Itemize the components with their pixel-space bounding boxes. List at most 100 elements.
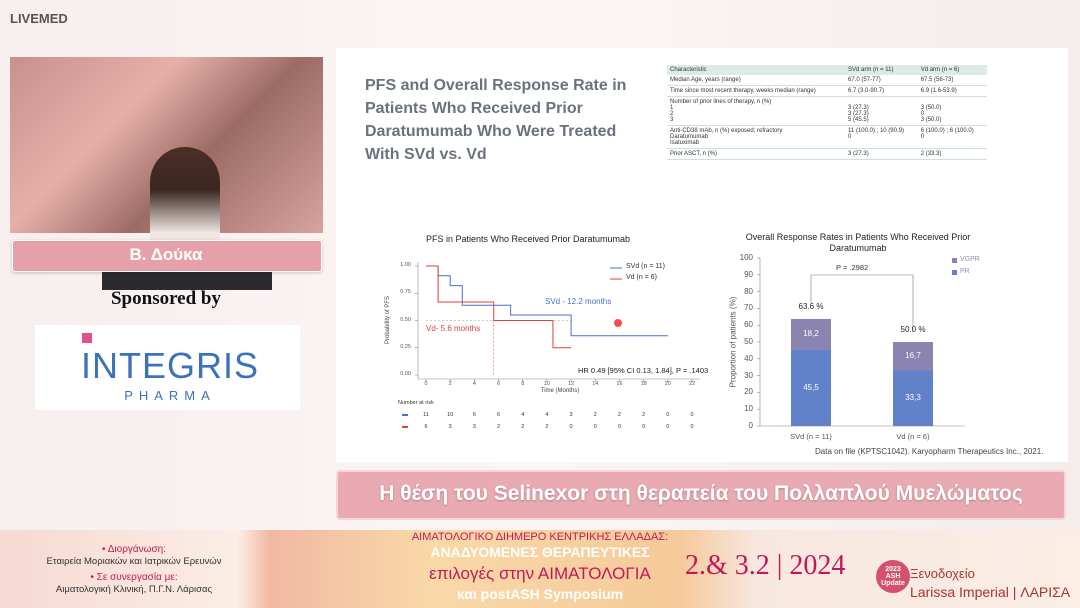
table-cell: 2 (33.3) [917, 148, 987, 160]
x-tick-label: Vd (n = 6) [896, 432, 930, 441]
total-label: 50.0 % [900, 325, 926, 334]
km-curve [426, 265, 572, 349]
y-tick-label: 0.50 [400, 316, 411, 323]
y-tick-label: 60 [744, 320, 753, 330]
podium [102, 270, 272, 290]
table-cell: 6.9 (1.6-53.9) [917, 85, 987, 97]
orr-y-label: Proportion of patients (%) [728, 296, 738, 388]
bar-label: 16,7 [905, 351, 921, 361]
y-tick-label: 100 [739, 253, 753, 262]
event-title: ΑΝΑΔΥΟΜΕΝΕΣ ΘΕΡΑΠΕΥΤΙΚΕΣ [430, 544, 650, 560]
footer-text: Εταιρεία Μοριακών και Ιατρικών Ερευνών [46, 556, 222, 567]
table-row: Anti-CD38 mAb, n (%) exposed; refractory… [667, 125, 987, 149]
legend-label: VGPR [960, 256, 980, 263]
legend-swatch [952, 258, 957, 263]
table-row: Number of prior lines of therapy, n (%) … [667, 96, 987, 126]
table-cell: Median Age, years (range) [667, 75, 846, 86]
x-tick-label: 18 [640, 381, 647, 387]
logo: LIVEMED [10, 11, 68, 26]
at-risk: 0 [666, 412, 670, 418]
table-cell: 6 (100.0) ; 6 (100.0) 0 [917, 125, 987, 149]
km-x-label: Time (Months) [540, 388, 580, 394]
characteristics-table: Characteristic SVd arm (n = 11) Vd arm (n … [667, 65, 987, 160]
bar-segment [791, 318, 831, 350]
y-tick-label: 70 [744, 303, 753, 313]
y-tick-label: 10 [744, 404, 753, 414]
at-risk: 2 [545, 424, 549, 430]
table-cell: Time since most recent therapy, weeks me… [667, 85, 846, 97]
sponsor-logo [35, 325, 300, 410]
table-cell: 67.5 (56-73) [917, 75, 987, 86]
table-header: Vd arm (n = 6) [917, 65, 987, 75]
km-title: PFS in Patients Who Received Prior Darat… [425, 234, 631, 244]
annotation: Vd- 5.6 months [426, 324, 481, 333]
footer-text: Αιματολογική Κλινική, Π.Γ.Ν. Λάρισας [55, 584, 213, 595]
at-risk: 0 [569, 424, 573, 430]
y-tick-label: 90 [744, 269, 753, 279]
table-header: Characteristic [667, 65, 846, 75]
table-cell: 67.0 (57-77) [845, 75, 918, 86]
table-cell: Number of prior lines of therapy, n (%) … [667, 96, 846, 126]
x-tick-label: 2 [448, 381, 452, 387]
bar-segment [893, 370, 933, 426]
at-risk: 6 [424, 424, 428, 430]
venue: Larissa Imperial | ΛΑΡΙΣΑ [910, 584, 1071, 600]
at-risk: 11 [423, 412, 429, 418]
annotation: HR 0.49 [95% CI 0.13, 1.84], P = .1403 [578, 366, 709, 375]
y-tick-label: 0 [748, 421, 753, 430]
at-risk: 3 [472, 424, 476, 430]
legend-label: SVd (n = 11) [626, 263, 665, 270]
x-tick-label: SVd (n = 11) [790, 432, 832, 441]
speaker-name: Β. Δούκα [129, 245, 203, 264]
at-risk: 2 [497, 424, 501, 430]
legend-label: Vd (n = 6) [626, 274, 657, 281]
sponsor-sub: PHARMA [124, 388, 216, 403]
at-risk: 0 [666, 424, 670, 430]
x-tick-label: 12 [568, 381, 575, 387]
footer-label: • Διοργάνωση: [102, 544, 166, 555]
legend-label: PR [960, 268, 970, 275]
event-title: ΑΙΜΑΤΟΛΟΓΙΚΟ ΔΙΗΜΕΡΟ ΚΕΝΤΡΙΚΗΣ ΕΛΛΑΔΑΣ: [411, 531, 669, 543]
y-tick-label: 1.00 [400, 262, 411, 268]
p-bracket [810, 274, 914, 331]
table-row: Time since most recent therapy, weeks me… [667, 85, 987, 97]
x-tick-label: 14 [592, 381, 599, 387]
x-tick-label: 8 [521, 381, 525, 387]
at-risk: 6 [497, 412, 501, 418]
banner [336, 470, 1066, 520]
bar-segment [791, 349, 831, 426]
event-title: και postASH Symposium [456, 586, 624, 602]
venue-label: Ξενοδοχείο [910, 566, 975, 581]
name-box [12, 240, 322, 272]
x-tick-label: 22 [688, 381, 696, 387]
table-cell: 3 (27.3) 3 (27.3) 5 (45.5) [845, 96, 918, 126]
x-tick-label: 20 [664, 381, 671, 387]
slide-title: PFS and Overall Response Rate in Patient… [365, 77, 627, 163]
bar-label: 45,5 [803, 382, 819, 392]
at-risk: 2 [642, 412, 646, 418]
event-title: επιλογές στην ΑΙΜΑΤΟΛΟΓΙΑ [429, 564, 651, 583]
y-tick-label: 0.00 [400, 371, 411, 377]
table-row: Prior ASCT, n (%) 3 (27.3) 2 (33.3) [667, 148, 987, 160]
x-tick-label: 16 [616, 381, 623, 387]
at-risk: 0 [690, 412, 694, 418]
footer-label: • Σε συνεργασία με: [90, 572, 178, 583]
bar-label: 33,3 [905, 393, 921, 403]
km-y-label: Probability of PFS [385, 295, 391, 345]
at-risk: 0 [642, 424, 646, 430]
at-risk: 0 [593, 424, 597, 430]
at-risk: 6 [472, 412, 476, 418]
table-row: Median Age, years (range) 67.0 (57-77) 67.… [667, 75, 987, 86]
at-risk: 4 [545, 412, 549, 418]
y-tick-label: 50 [744, 337, 753, 346]
table-cell: 6.7 (3.0-90.7) [845, 85, 918, 97]
legend-swatch [952, 270, 957, 275]
table-cell: Prior ASCT, n (%) [667, 148, 846, 160]
total-label: 63.6 % [798, 302, 824, 312]
table-cell: 11 (100.0) ; 10 (90.9) 0 [845, 125, 918, 149]
sponsor-name: INTEGRIS [80, 345, 260, 386]
at-risk: 2 [593, 412, 597, 418]
source-note: Data on file (KPTSC1042). Karyopharm The… [815, 447, 1044, 456]
